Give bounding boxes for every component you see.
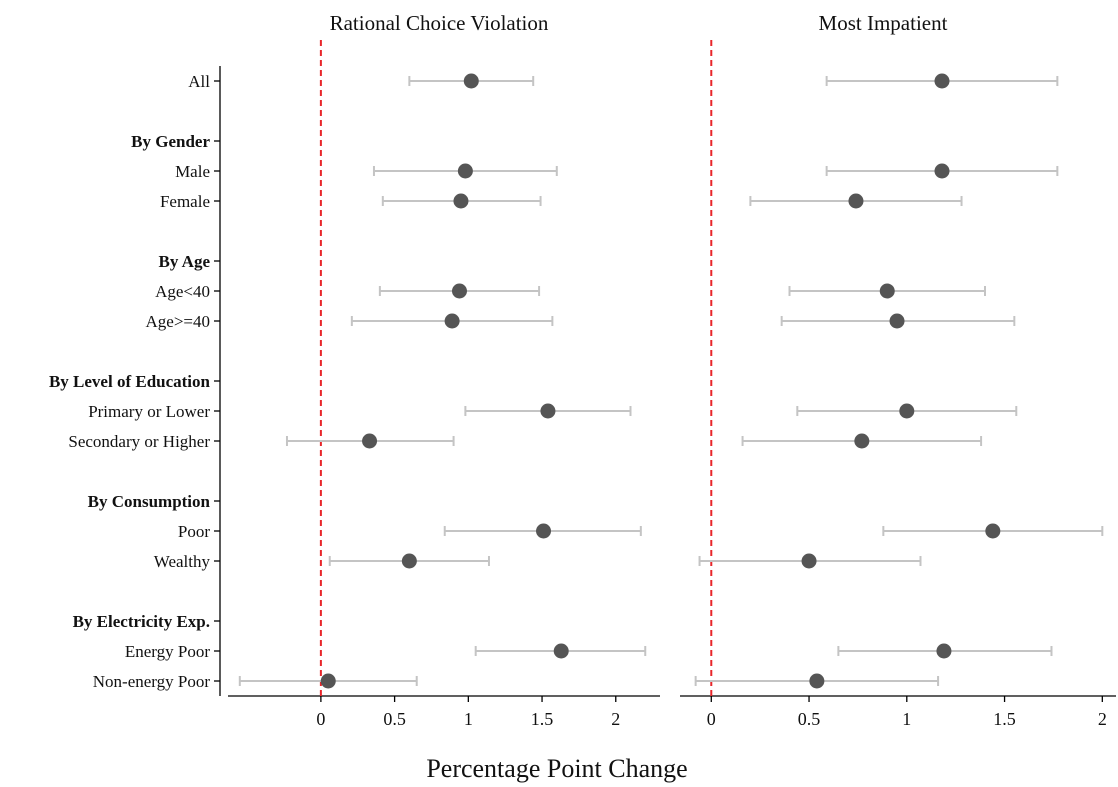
x-tick-label: 1.5	[993, 709, 1016, 729]
x-axis-title: Percentage Point Change	[426, 754, 687, 783]
row-group-header: By Gender	[131, 132, 210, 151]
x-tick-label: 0	[707, 709, 716, 729]
x-tick-label: 1.5	[531, 709, 554, 729]
point-estimate	[536, 523, 552, 539]
point-estimate	[985, 523, 1001, 539]
point-estimate	[457, 163, 473, 179]
point-estimate	[453, 193, 469, 209]
row-label: Female	[160, 192, 210, 211]
x-tick-label: 2	[611, 709, 620, 729]
point-estimate	[854, 433, 870, 449]
row-label: Non-energy Poor	[93, 672, 211, 691]
x-tick-label: 0.5	[798, 709, 821, 729]
x-tick-label: 0.5	[383, 709, 406, 729]
row-label: All	[188, 72, 210, 91]
point-estimate	[362, 433, 378, 449]
row-group-header: By Level of Education	[49, 372, 211, 391]
point-estimate	[553, 643, 569, 659]
row-label: Age>=40	[146, 312, 211, 331]
point-estimate	[848, 193, 864, 209]
row-group-header: By Age	[159, 252, 211, 271]
x-tick-label: 1	[902, 709, 911, 729]
row-label: Secondary or Higher	[68, 432, 210, 451]
point-estimate	[401, 553, 417, 569]
row-label: Energy Poor	[125, 642, 210, 661]
point-estimate	[801, 553, 817, 569]
point-estimate	[936, 643, 952, 659]
row-group-header: By Electricity Exp.	[73, 612, 210, 631]
row-label: Primary or Lower	[88, 402, 210, 421]
row-label: Wealthy	[154, 552, 211, 571]
row-label: Male	[175, 162, 210, 181]
point-estimate	[809, 673, 825, 689]
row-group-header: By Consumption	[88, 492, 211, 511]
row-label: Age<40	[155, 282, 210, 301]
point-estimate	[451, 283, 467, 299]
x-tick-label: 0	[316, 709, 325, 729]
point-estimate	[444, 313, 460, 329]
point-estimate	[899, 403, 915, 419]
point-estimate	[934, 163, 950, 179]
panel-title: Most Impatient	[819, 11, 948, 35]
panel-title: Rational Choice Violation	[330, 11, 549, 35]
x-tick-label: 1	[464, 709, 473, 729]
point-estimate	[320, 673, 336, 689]
point-estimate	[463, 73, 479, 89]
point-estimate	[934, 73, 950, 89]
x-tick-label: 2	[1098, 709, 1107, 729]
point-estimate	[540, 403, 556, 419]
point-estimate	[889, 313, 905, 329]
point-estimate	[879, 283, 895, 299]
row-label: Poor	[178, 522, 210, 541]
